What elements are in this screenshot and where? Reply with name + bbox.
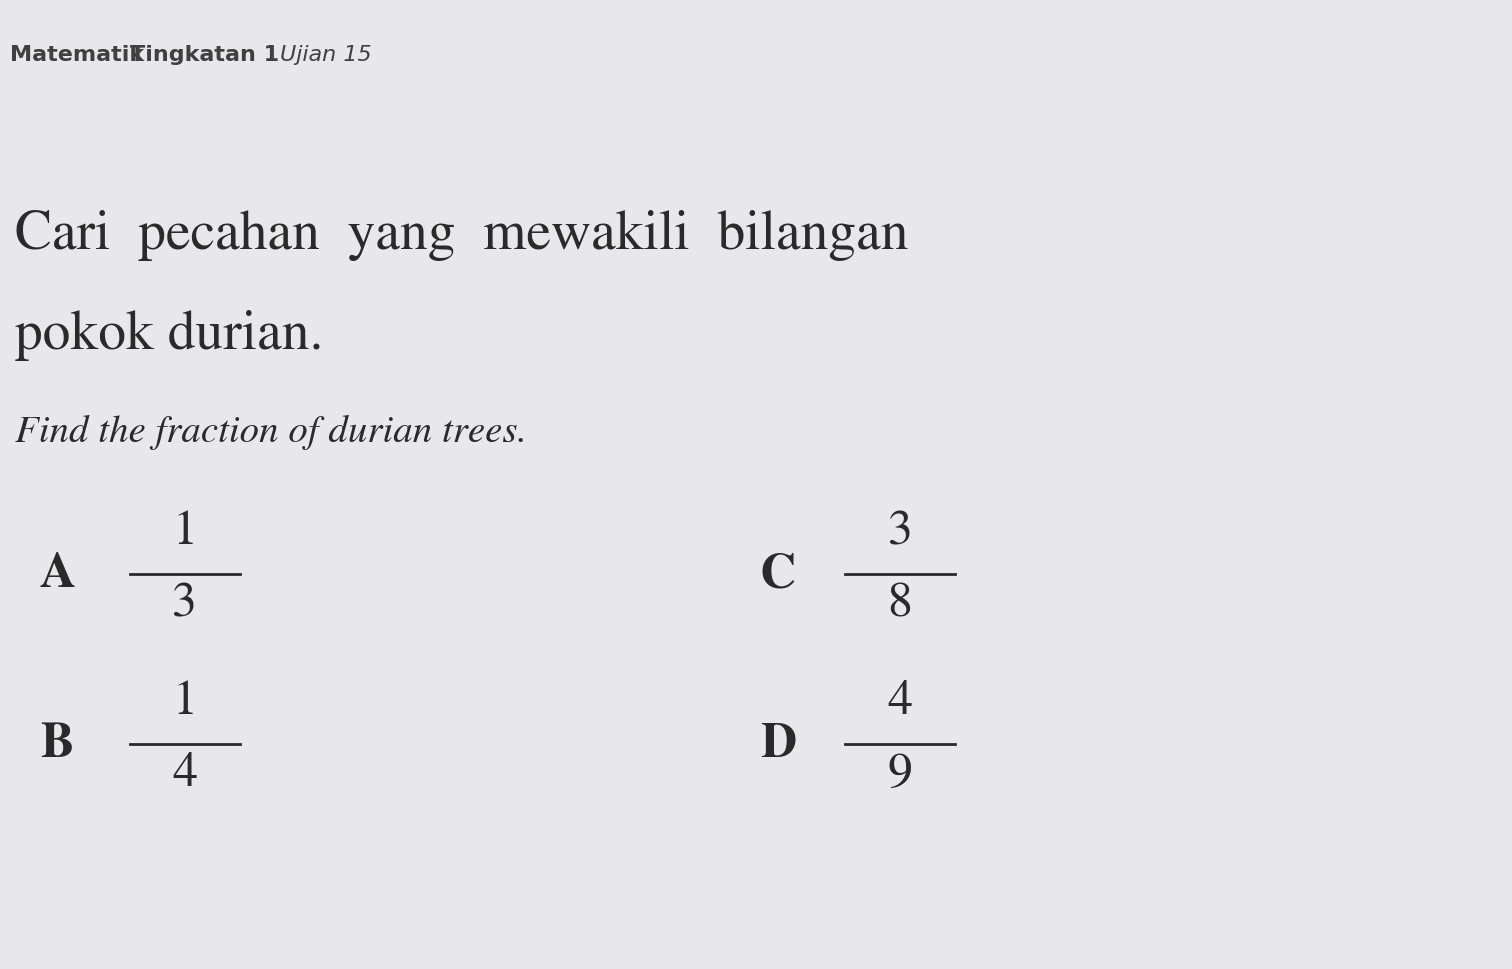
Text: Find the fraction of durian trees.: Find the fraction of durian trees. <box>15 415 528 450</box>
Text: Tingkatan 1: Tingkatan 1 <box>130 45 280 65</box>
Text: 1: 1 <box>172 679 198 725</box>
Text: C: C <box>761 552 797 597</box>
Text: 9: 9 <box>888 751 913 797</box>
Text: 4: 4 <box>888 679 913 725</box>
Text: Matematik: Matematik <box>11 45 144 65</box>
Text: Cari  pecahan  yang  mewakili  bilangan: Cari pecahan yang mewakili bilangan <box>15 209 909 261</box>
Text: D: D <box>761 722 797 766</box>
Text: 1: 1 <box>172 510 198 555</box>
Text: 4: 4 <box>172 751 198 797</box>
Text: A: A <box>39 552 76 597</box>
Text: pokok durian.: pokok durian. <box>15 310 324 360</box>
Text: 8: 8 <box>888 581 912 627</box>
Text: 3: 3 <box>172 581 198 627</box>
Text: B: B <box>39 722 73 766</box>
Text: Ujian 15: Ujian 15 <box>280 45 372 65</box>
Text: 3: 3 <box>888 510 913 555</box>
